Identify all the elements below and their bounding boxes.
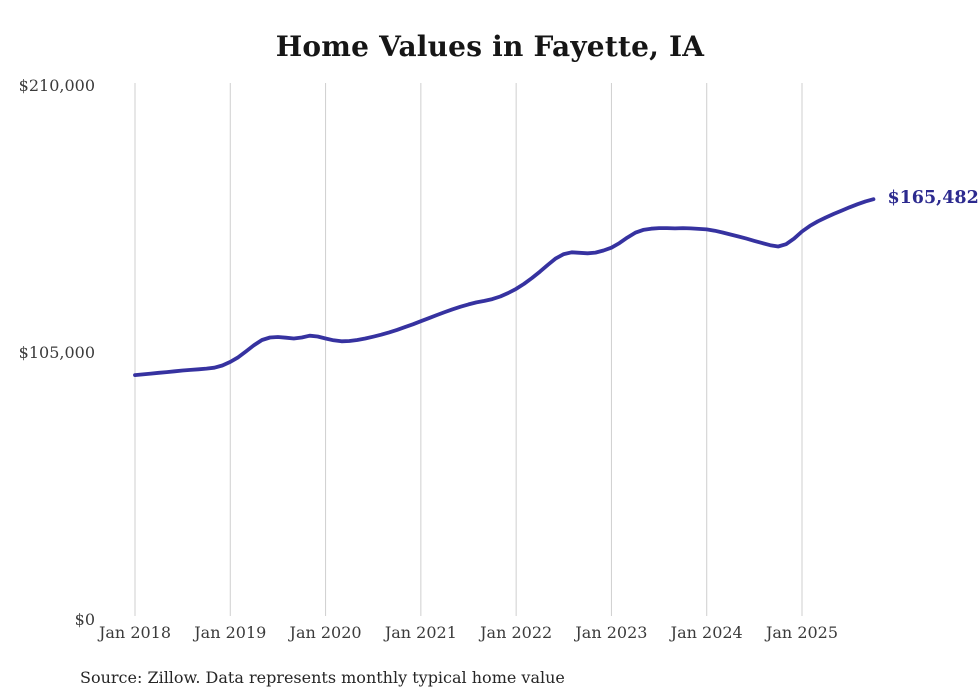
y-axis-tick-label: $105,000 xyxy=(18,343,95,362)
y-axis-tick-label: $0 xyxy=(74,610,95,629)
home-value-line xyxy=(133,197,876,377)
year-gridlines xyxy=(134,83,803,616)
x-axis-tick-label: Jan 2024 xyxy=(670,623,743,642)
x-axis-tick-label: Jan 2025 xyxy=(765,623,839,642)
x-axis-tick-label: Jan 2020 xyxy=(289,623,362,642)
chart-title: Home Values in Fayette, IA xyxy=(275,30,705,63)
x-axis-tick-label: Jan 2018 xyxy=(98,623,172,642)
x-axis-tick-label: Jan 2019 xyxy=(194,623,267,642)
y-axis-tick-label: $210,000 xyxy=(18,76,95,95)
source-note: Source: Zillow. Data represents monthly … xyxy=(80,668,565,687)
latest-value-label: $165,482 xyxy=(887,188,979,209)
x-axis-tick-label: Jan 2021 xyxy=(384,623,457,642)
x-axis-tick-label: Jan 2023 xyxy=(575,623,648,642)
x-axis-tick-label: Jan 2022 xyxy=(480,623,553,642)
